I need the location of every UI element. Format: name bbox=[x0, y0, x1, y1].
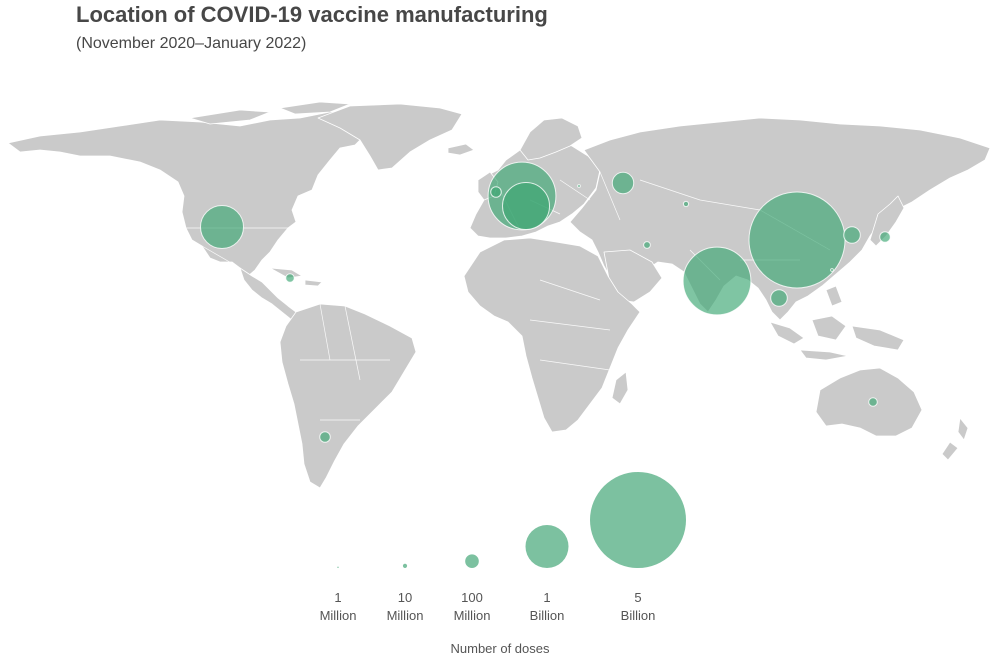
legend-title: Number of doses bbox=[451, 641, 550, 656]
land-madagascar bbox=[611, 371, 629, 405]
bubble-china bbox=[748, 191, 846, 289]
bubble-belarus bbox=[577, 184, 581, 188]
land-japan bbox=[869, 195, 905, 247]
bubble-japan bbox=[879, 231, 891, 243]
legend-value-label: 10 bbox=[398, 590, 412, 605]
land-masses bbox=[7, 101, 991, 489]
bubble-iran bbox=[643, 241, 651, 249]
bubble-united-states bbox=[200, 205, 244, 249]
land-north-america bbox=[7, 109, 371, 277]
legend-value-label: 1 bbox=[334, 590, 341, 605]
legend-bubble-1-million bbox=[337, 566, 339, 568]
legend-value-label: 100 bbox=[461, 590, 483, 605]
bubble-russia bbox=[611, 171, 635, 195]
page-title: Location of COVID-19 vaccine manufacturi… bbox=[76, 2, 548, 27]
legend-value-label: 1 bbox=[543, 590, 550, 605]
bubble-south-korea bbox=[843, 226, 861, 244]
legend-bubble-10-million bbox=[402, 563, 408, 569]
bubble-argentina bbox=[319, 431, 331, 443]
legend-value-label: 5 bbox=[634, 590, 641, 605]
land-caribbean bbox=[269, 267, 323, 287]
land-greenland bbox=[317, 103, 463, 171]
legend-bubble-1-billion bbox=[525, 525, 569, 568]
land-scandinavia bbox=[519, 117, 583, 161]
bubble-australia bbox=[868, 397, 878, 407]
land-south-america bbox=[279, 303, 417, 489]
land-iceland bbox=[447, 143, 475, 156]
legend-unit-label: Billion bbox=[621, 608, 656, 623]
dose-bubbles bbox=[200, 161, 891, 443]
legend: 1 Million 10 Million 100 Million 1 Billion 5 Bill… bbox=[320, 472, 686, 656]
land-africa bbox=[463, 237, 641, 433]
page-subtitle: (November 2020–January 2022) bbox=[76, 35, 307, 52]
bubble-germany bbox=[502, 182, 550, 230]
land-arctic-islands bbox=[189, 101, 351, 125]
bubble-united-kingdom bbox=[490, 186, 502, 198]
legend-unit-label: Million bbox=[454, 608, 491, 623]
bubble-thailand bbox=[770, 289, 788, 307]
land-southeast-asia-islands bbox=[769, 285, 905, 361]
bubble-kazakhstan bbox=[682, 200, 690, 208]
legend-unit-label: Million bbox=[387, 608, 424, 623]
land-new-zealand bbox=[941, 417, 969, 461]
legend-bubble-100-million bbox=[465, 554, 479, 568]
legend-bubble-5-billion bbox=[590, 472, 686, 568]
bubble-taiwan bbox=[830, 268, 834, 272]
legend-unit-label: Million bbox=[320, 608, 357, 623]
legend-unit-label: Billion bbox=[530, 608, 565, 623]
bubble-cuba bbox=[285, 273, 295, 283]
bubble-india bbox=[682, 246, 752, 316]
